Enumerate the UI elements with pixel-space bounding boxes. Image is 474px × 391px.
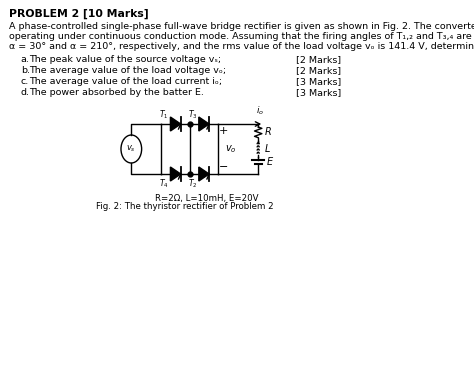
- Text: E: E: [266, 157, 273, 167]
- Text: $T_1$: $T_1$: [159, 108, 169, 121]
- Text: c.: c.: [21, 77, 29, 86]
- Text: $v_o$: $v_o$: [225, 143, 237, 155]
- Text: R=2Ω, L=10mH, E=20V: R=2Ω, L=10mH, E=20V: [155, 194, 258, 203]
- Text: The average value of the load current iₒ;: The average value of the load current iₒ…: [29, 77, 223, 86]
- Text: $T_3$: $T_3$: [188, 108, 197, 121]
- Polygon shape: [171, 167, 181, 181]
- Text: The average value of the load voltage vₒ;: The average value of the load voltage vₒ…: [29, 66, 227, 75]
- Text: Fig. 2: The thyristor rectifier of Problem 2: Fig. 2: The thyristor rectifier of Probl…: [96, 202, 273, 211]
- Text: α = 30° and α = 210°, respectively, and the rms value of the load voltage vₒ is : α = 30° and α = 210°, respectively, and …: [9, 42, 474, 51]
- Text: $T_2$: $T_2$: [188, 177, 197, 190]
- Text: [3 Marks]: [3 Marks]: [296, 88, 341, 97]
- Text: L: L: [265, 144, 270, 154]
- Text: +: +: [219, 126, 228, 136]
- Text: [2 Marks]: [2 Marks]: [296, 55, 341, 64]
- Text: [2 Marks]: [2 Marks]: [296, 66, 341, 75]
- Text: [3 Marks]: [3 Marks]: [296, 77, 341, 86]
- Text: $T_4$: $T_4$: [159, 177, 169, 190]
- Polygon shape: [171, 117, 181, 131]
- Polygon shape: [199, 167, 209, 181]
- Polygon shape: [199, 117, 209, 131]
- Text: The power absorbed by the batter E.: The power absorbed by the batter E.: [29, 88, 204, 97]
- Text: −: −: [219, 162, 228, 172]
- Text: PROBLEM 2 [10 Marks]: PROBLEM 2 [10 Marks]: [9, 9, 148, 19]
- Text: $i_o$: $i_o$: [255, 104, 264, 117]
- Text: $v_s$: $v_s$: [127, 144, 136, 154]
- Text: A phase-controlled single-phase full-wave bridge rectifier is given as shown in : A phase-controlled single-phase full-wav…: [9, 22, 474, 31]
- Text: operating under continuous conduction mode. Assuming that the firing angles of T: operating under continuous conduction mo…: [9, 32, 472, 41]
- Text: The peak value of the source voltage vₛ;: The peak value of the source voltage vₛ;: [29, 55, 222, 64]
- Text: d.: d.: [21, 88, 30, 97]
- Text: b.: b.: [21, 66, 30, 75]
- Text: a.: a.: [21, 55, 29, 64]
- Text: R: R: [265, 127, 272, 137]
